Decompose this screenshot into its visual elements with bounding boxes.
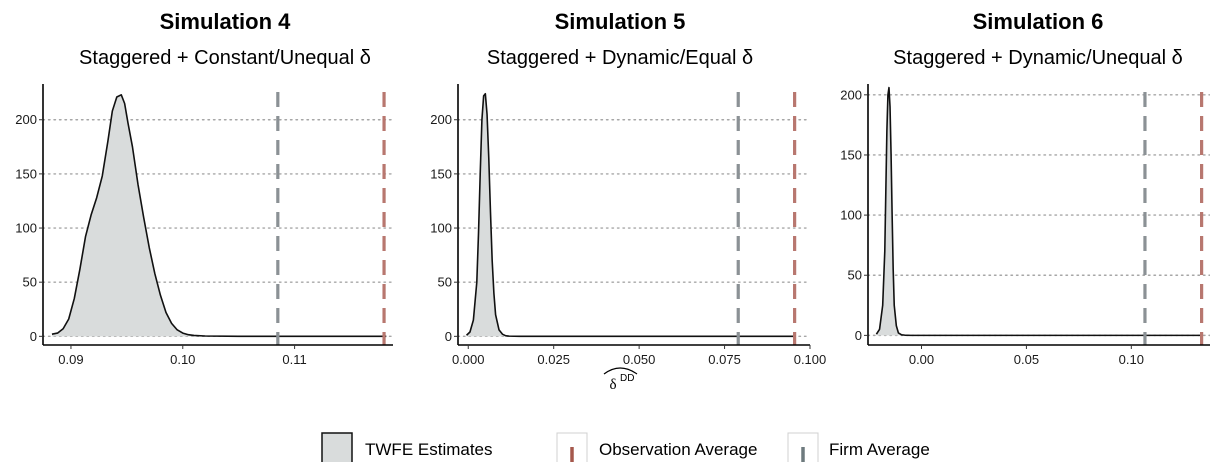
x-tick-label: 0.100 xyxy=(794,352,827,367)
density-line xyxy=(875,86,1202,337)
y-tick-label: 200 xyxy=(840,87,862,102)
legend-key-fill xyxy=(321,432,353,462)
y-tick-label: 200 xyxy=(430,112,452,127)
x-tick-label: 0.000 xyxy=(452,352,485,367)
panel-5: Simulation 5 Staggered + Dynamic/Equal δ 0… xyxy=(430,9,826,393)
panel-subtitle: Staggered + Dynamic/Unequal δ xyxy=(893,47,1183,69)
panel-title: Simulation 6 xyxy=(973,9,1104,34)
x-tick-label: 0.10 xyxy=(1119,352,1144,367)
y-tick-label: 100 xyxy=(840,208,862,223)
x-tick-label: 0.00 xyxy=(909,352,934,367)
y-tick-label: 50 xyxy=(438,275,452,290)
y-tick-label: 150 xyxy=(430,166,452,181)
density-area xyxy=(51,94,387,337)
x-tick-label: 0.09 xyxy=(58,352,83,367)
x-tick-label: 0.050 xyxy=(623,352,656,367)
hat-icon xyxy=(603,367,638,375)
legend-label: TWFE Estimates xyxy=(365,440,493,459)
density-area xyxy=(466,93,795,337)
legend-item-observation-average: Observation Average xyxy=(556,432,757,462)
x-tick-label: 0.025 xyxy=(537,352,570,367)
panel-title: Simulation 4 xyxy=(160,9,292,34)
x-tick-label: 0.10 xyxy=(170,352,195,367)
y-tick-label: 200 xyxy=(15,112,37,127)
y-tick-label: 0 xyxy=(30,329,37,344)
panel-subtitle: Staggered + Constant/Unequal δ xyxy=(79,47,371,69)
legend-item-twfe-estimates: TWFE Estimates xyxy=(321,432,493,462)
x-tick-label: 0.11 xyxy=(282,352,306,367)
panel-4: Simulation 4 Staggered + Constant/Unequal… xyxy=(15,9,394,367)
x-axis-label-symbol: δ xyxy=(609,377,616,393)
y-tick-label: 50 xyxy=(23,275,37,290)
y-tick-label: 100 xyxy=(430,221,452,236)
legend-label: Observation Average xyxy=(599,440,757,459)
x-axis-label-superscript: DD xyxy=(620,373,634,384)
y-tick-label: 0 xyxy=(445,329,452,344)
density-line xyxy=(51,94,387,338)
y-tick-label: 100 xyxy=(15,221,37,236)
y-tick-label: 150 xyxy=(15,166,37,181)
y-tick-label: 150 xyxy=(840,147,862,162)
x-tick-label: 0.05 xyxy=(1014,352,1039,367)
x-tick-label: 0.075 xyxy=(708,352,741,367)
density-line xyxy=(465,92,795,338)
legend-label: Firm Average xyxy=(829,440,930,459)
legend: TWFE Estimates Observation Average Firm Av… xyxy=(321,432,930,462)
panel-6: Simulation 6 Staggered + Dynamic/Unequal … xyxy=(840,9,1210,367)
legend-item-firm-average: Firm Average xyxy=(787,432,930,462)
panel-subtitle: Staggered + Dynamic/Equal δ xyxy=(487,47,753,69)
x-axis-label: δ DD xyxy=(603,367,638,393)
density-area xyxy=(876,87,1202,336)
y-tick-label: 50 xyxy=(848,268,862,283)
y-tick-label: 0 xyxy=(855,328,862,343)
panel-title: Simulation 5 xyxy=(555,9,686,34)
